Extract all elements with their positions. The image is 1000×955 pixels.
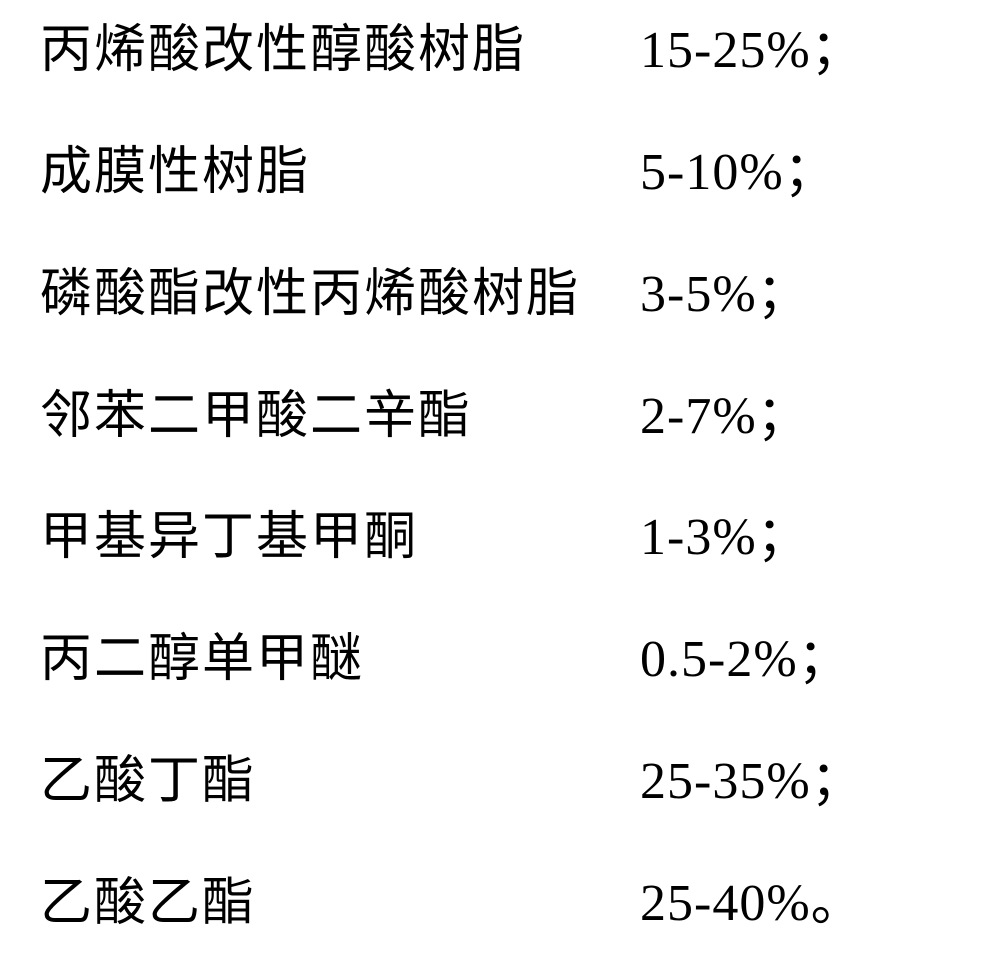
component-value: 2-7%； xyxy=(640,391,950,443)
component-name: 丙烯酸改性醇酸树脂 xyxy=(40,25,640,77)
table-row: 甲基异丁基甲酮 1-3%； xyxy=(40,512,950,564)
component-name: 成膜性树脂 xyxy=(40,147,640,199)
component-value: 15-25%； xyxy=(640,25,950,77)
table-row: 乙酸丁酯 25-35%； xyxy=(40,756,950,808)
component-value: 5-10%； xyxy=(640,147,950,199)
composition-table: 丙烯酸改性醇酸树脂 15-25%； 成膜性树脂 5-10%； 磷酸酯改性丙烯酸树… xyxy=(0,0,1000,955)
table-row: 乙酸乙酯 25-40%。 xyxy=(40,878,950,930)
table-row: 丙二醇单甲醚 0.5-2%； xyxy=(40,634,950,686)
component-value: 3-5%； xyxy=(640,269,950,321)
component-name: 丙二醇单甲醚 xyxy=(40,634,640,686)
component-name: 磷酸酯改性丙烯酸树脂 xyxy=(40,269,640,321)
table-row: 成膜性树脂 5-10%； xyxy=(40,147,950,199)
table-row: 丙烯酸改性醇酸树脂 15-25%； xyxy=(40,25,950,77)
table-row: 邻苯二甲酸二辛酯 2-7%； xyxy=(40,391,950,443)
component-name: 邻苯二甲酸二辛酯 xyxy=(40,391,640,443)
component-name: 乙酸丁酯 xyxy=(40,756,640,808)
component-value: 1-3%； xyxy=(640,512,950,564)
table-row: 磷酸酯改性丙烯酸树脂 3-5%； xyxy=(40,269,950,321)
component-name: 甲基异丁基甲酮 xyxy=(40,512,640,564)
component-value: 0.5-2%； xyxy=(640,634,950,686)
component-name: 乙酸乙酯 xyxy=(40,878,640,930)
component-value: 25-35%； xyxy=(640,756,950,808)
component-value: 25-40%。 xyxy=(640,878,950,930)
